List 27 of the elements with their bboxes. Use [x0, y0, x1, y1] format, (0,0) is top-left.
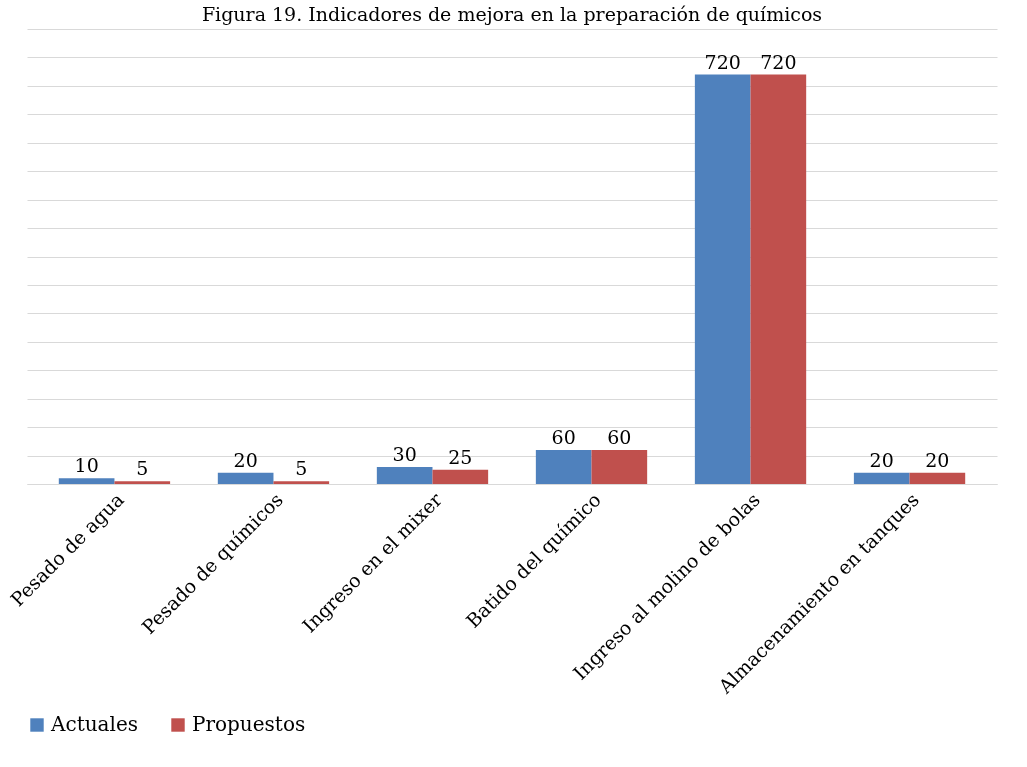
legend-label: Propuestos — [192, 712, 306, 736]
chart-title: Figura 19. Indicadores de mejora en la preparación de químicos — [201, 3, 823, 25]
data-label: 10 — [74, 454, 99, 477]
bar — [376, 466, 433, 484]
data-label: 5 — [136, 457, 149, 480]
legend-label: Actuales — [50, 712, 138, 736]
bar — [853, 472, 910, 484]
data-label: 720 — [704, 50, 741, 73]
data-label: 60 — [551, 425, 576, 448]
data-label: 25 — [448, 445, 473, 468]
bar — [909, 472, 966, 484]
bar — [432, 469, 489, 484]
bar — [694, 74, 751, 484]
data-label: 20 — [925, 448, 950, 471]
bar — [535, 449, 592, 484]
bar — [750, 74, 807, 484]
data-label: 60 — [607, 425, 632, 448]
bar — [217, 472, 274, 484]
bar — [114, 481, 171, 484]
data-label: 20 — [233, 448, 258, 471]
bar — [58, 478, 115, 484]
data-label: 30 — [392, 442, 417, 465]
data-label: 5 — [295, 457, 308, 480]
data-label: 20 — [869, 448, 894, 471]
bar — [273, 481, 330, 484]
bar — [591, 449, 648, 484]
data-label: 720 — [760, 50, 797, 73]
